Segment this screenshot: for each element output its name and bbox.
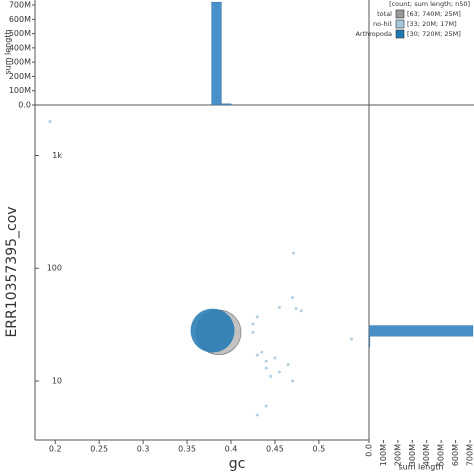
y-tick-label: 200M xyxy=(9,72,31,81)
x-tick-label: 100M xyxy=(379,444,388,466)
x-tick-label: 0.0 xyxy=(365,444,374,457)
point xyxy=(286,363,290,367)
x-tick-label: 300M xyxy=(408,444,417,466)
top-hist-title: sum length xyxy=(4,29,13,74)
x-tick-label: 500M xyxy=(437,444,446,466)
legend-swatch xyxy=(395,9,405,19)
point xyxy=(273,356,277,360)
legend-stats: [63; 740M; 25M] xyxy=(407,10,461,18)
legend-stats: [30; 720M; 25M] xyxy=(407,30,461,38)
point xyxy=(349,337,353,341)
y-tick-label: 700M xyxy=(9,1,31,10)
point xyxy=(264,359,268,363)
x-tick-label: 0.5 xyxy=(313,445,326,454)
x-tick-label: 0.3 xyxy=(137,445,150,454)
x-axis-title: gc xyxy=(229,456,246,472)
x-tick-label: 400M xyxy=(422,444,431,466)
x-tick-label: 0.25 xyxy=(90,445,108,454)
x-tick-label: 0.35 xyxy=(178,445,196,454)
legend-swatch xyxy=(395,19,405,29)
hist-area xyxy=(369,325,474,348)
point xyxy=(264,366,268,370)
point xyxy=(291,296,295,300)
x-tick-label: 200M xyxy=(393,444,402,466)
legend-swatch xyxy=(395,29,405,39)
hist-bar xyxy=(369,325,474,337)
legend-label: Arthropoda xyxy=(355,30,392,38)
y-tick-label: 0.0 xyxy=(18,101,31,110)
x-tick-label: 0.4 xyxy=(225,445,238,454)
point xyxy=(251,322,255,326)
point xyxy=(190,308,235,353)
y-tick-label: 300M xyxy=(9,58,31,67)
hist-bar xyxy=(211,1,222,105)
point xyxy=(255,413,259,417)
point xyxy=(277,370,281,374)
y-tick-label: 500M xyxy=(9,29,31,38)
point xyxy=(291,251,295,255)
legend-label: no-hit xyxy=(373,20,392,28)
y-axis-title: ERR10357395_cov xyxy=(4,206,20,337)
point xyxy=(48,119,52,123)
x-tick-label: 0.45 xyxy=(266,445,284,454)
point xyxy=(277,305,281,309)
y-tick-label: 400M xyxy=(9,43,31,52)
hist-bar xyxy=(221,103,232,105)
point xyxy=(251,330,255,334)
right-hist-title: sum length xyxy=(398,463,443,472)
point xyxy=(294,306,298,310)
x-tick-label: 600M xyxy=(451,444,460,466)
y-tick-label: 1k xyxy=(52,151,62,160)
legend-stats: [33; 20M; 17M] xyxy=(407,20,457,28)
point xyxy=(299,309,303,313)
hist-area xyxy=(211,1,232,105)
point xyxy=(255,315,259,319)
y-tick-label: 600M xyxy=(9,15,31,24)
x-tick-label: 700M xyxy=(466,444,474,466)
legend-title: [count; sum length; n50] xyxy=(389,0,470,8)
x-tick-label: 0.2 xyxy=(49,445,62,454)
point xyxy=(264,404,268,408)
point xyxy=(291,379,295,383)
point xyxy=(269,374,273,378)
point xyxy=(260,350,264,354)
legend-label: total xyxy=(377,10,392,18)
y-tick-label: 100M xyxy=(9,86,31,95)
point xyxy=(255,353,259,357)
y-tick-label: 10 xyxy=(52,377,62,386)
plot-area xyxy=(48,119,353,417)
hist-bar xyxy=(369,335,371,348)
y-tick-label: 100 xyxy=(47,264,62,273)
